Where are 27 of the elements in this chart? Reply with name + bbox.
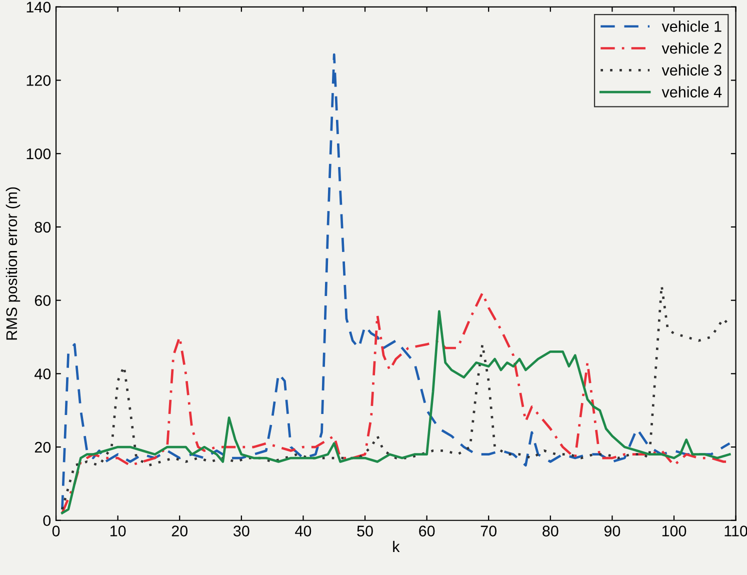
x-tick-label: 60 — [419, 526, 435, 536]
x-tick-label: 70 — [480, 526, 497, 536]
y-tick-label: 40 — [34, 368, 51, 380]
x-tick-label: 90 — [604, 526, 620, 536]
y-tick-label: 120 — [26, 75, 51, 86]
x-tick-label: 110 — [724, 526, 747, 536]
y-tick-label: 80 — [34, 222, 51, 233]
x-tick-label: 80 — [542, 526, 558, 536]
x-axis-title: k — [393, 540, 400, 552]
x-tick-label: 40 — [295, 526, 312, 536]
y-tick-label: 60 — [34, 295, 51, 306]
legend-label: vehicle 2 — [662, 42, 722, 54]
y-tick-label: 100 — [26, 148, 51, 160]
legend-label: vehicle 3 — [662, 64, 722, 76]
y-tick-label: 140 — [26, 2, 51, 13]
x-tick-label: 50 — [357, 526, 373, 536]
x-tick-label: 30 — [234, 526, 250, 536]
legend-label: vehicle 4 — [662, 86, 722, 98]
x-tick-label: 20 — [172, 526, 188, 536]
y-tick-label: 20 — [34, 442, 51, 453]
legend-label: vehicle 1 — [662, 20, 722, 32]
x-tick-label: 0 — [52, 526, 60, 536]
x-tick-label: 100 — [662, 526, 686, 536]
y-axis-title: RMS position error (m) — [6, 187, 20, 340]
line-series — [61, 53, 731, 511]
x-tick-label: 10 — [110, 526, 126, 536]
y-tick-label: 0 — [43, 515, 51, 526]
